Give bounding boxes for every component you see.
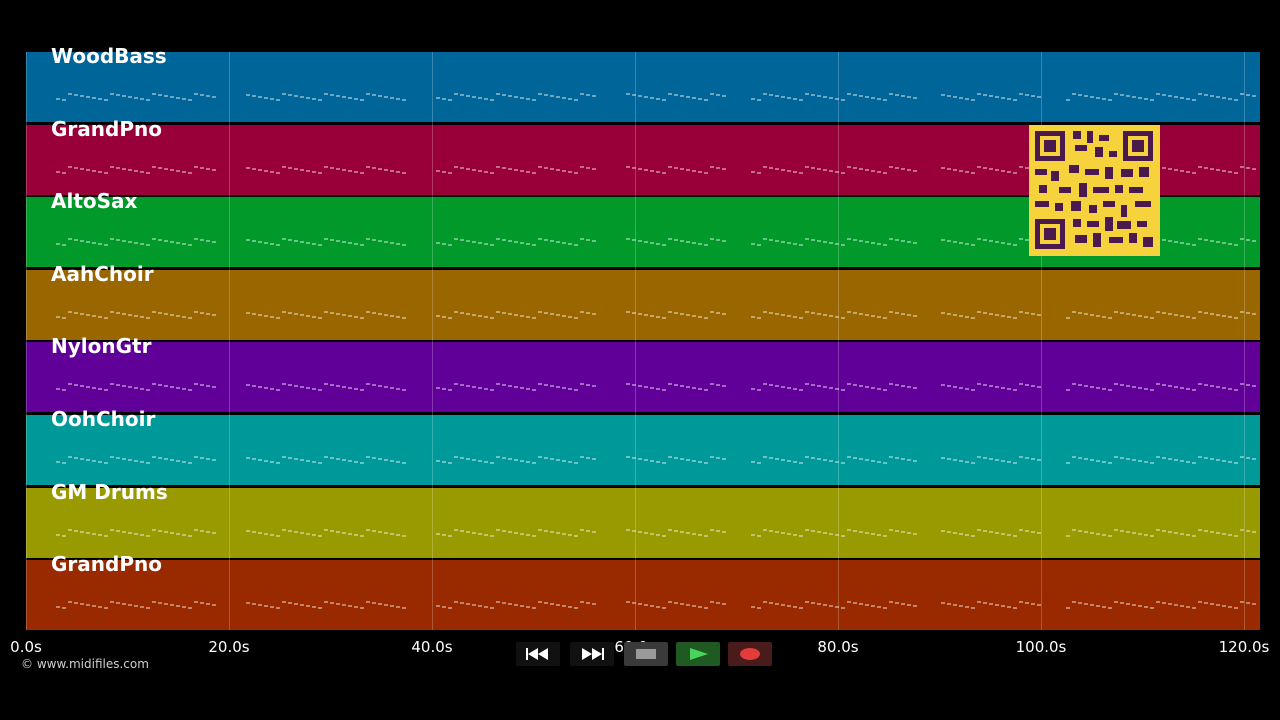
fast-forward-icon (582, 648, 604, 660)
time-gridline (229, 52, 230, 630)
record-icon (740, 648, 760, 660)
record-button[interactable] (728, 642, 772, 666)
stop-button[interactable] (624, 642, 668, 666)
rewind-button[interactable] (516, 642, 560, 666)
midi-notes (56, 166, 1256, 174)
time-tick-label: 80.0s (817, 638, 859, 656)
copyright-text: © www.midifiles.com (21, 657, 149, 671)
time-gridline (1244, 52, 1245, 630)
rewind-icon (526, 648, 548, 660)
midi-notes (56, 456, 1256, 464)
time-tick-label: 120.0s (1218, 638, 1270, 656)
play-icon (690, 648, 708, 660)
time-gridline (432, 52, 433, 630)
fast-forward-button[interactable] (570, 642, 614, 666)
track-name: AltoSax (51, 189, 138, 214)
time-tick-label: 20.0s (208, 638, 250, 656)
track-lane[interactable]: AahChoir (26, 262, 1260, 340)
time-tick-label: 100.0s (1015, 638, 1067, 656)
track-lane[interactable]: WoodBass (26, 44, 1260, 122)
time-gridline (838, 52, 839, 630)
track-name: GrandPno (51, 116, 162, 141)
track-name: GM Drums (51, 479, 168, 504)
track-name: AahChoir (51, 261, 154, 286)
midi-notes (56, 93, 1256, 101)
time-gridline (26, 52, 27, 630)
midi-notes (56, 311, 1256, 319)
track-name: GrandPno (51, 552, 162, 577)
track-name: WoodBass (51, 44, 167, 68)
midi-notes (56, 529, 1256, 537)
track-name: OohChoir (51, 407, 156, 431)
track-lane[interactable]: NylonGtr (26, 334, 1260, 413)
midi-notes (56, 383, 1256, 391)
time-tick-label: 40.0s (411, 638, 453, 656)
midi-notes (56, 601, 1256, 609)
stop-icon (636, 649, 656, 659)
play-button[interactable] (676, 642, 720, 666)
track-lane[interactable]: GM Drums (26, 480, 1260, 558)
time-tick-label: 0.0s (10, 638, 42, 656)
track-lane[interactable]: GrandPno (26, 552, 1260, 631)
time-gridline (635, 52, 636, 630)
transport-controls (512, 642, 772, 670)
qr-code (1029, 125, 1160, 256)
track-name: NylonGtr (51, 334, 152, 359)
time-gridline (1041, 52, 1042, 630)
track-lane[interactable]: OohChoir (26, 407, 1260, 485)
midi-notes (56, 238, 1256, 246)
